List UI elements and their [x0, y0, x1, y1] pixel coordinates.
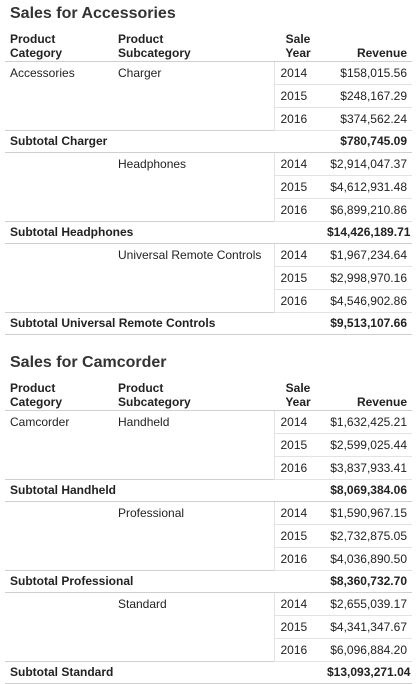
table-row: 2015 $2,599,025.44: [5, 433, 412, 457]
revenue-cell: $1,590,967.15: [322, 501, 412, 525]
subtotal-label: Subtotal Headphones: [5, 221, 322, 244]
revenue-cell: $2,914,047.37: [322, 152, 412, 176]
column-header-category: Product Category: [5, 375, 113, 411]
column-header-subcategory: Product Subcategory: [113, 375, 274, 411]
report-section-camcorder: Sales for Camcorder Product Category Prod…: [0, 351, 417, 684]
table-row: Camcorder Handheld 2014 $1,632,425.21: [5, 410, 412, 434]
subtotal-label: Subtotal Charger: [5, 130, 322, 153]
subcategory-cell: Charger: [118, 66, 162, 81]
subtotal-value: $14,426,189.71: [322, 221, 412, 244]
subtotal-row: Subtotal Standard $13,093,271.04: [5, 661, 412, 684]
column-header-category: Product Category: [5, 26, 113, 62]
table-row: Professional 2014 $1,590,967.15: [5, 501, 412, 525]
subtotal-row: Subtotal Professional $8,360,732.70: [5, 570, 412, 593]
subtotal-label: Subtotal Handheld: [5, 479, 322, 502]
year-cell: 2016: [273, 107, 322, 131]
revenue-cell: $158,015.56: [322, 61, 412, 85]
revenue-cell: $4,546,902.86: [322, 289, 412, 313]
category-cell: Accessories: [10, 66, 75, 81]
subtotal-row: Subtotal Charger $780,745.09: [5, 130, 412, 153]
revenue-cell: $6,096,884.20: [322, 638, 412, 662]
subtotal-label: Subtotal Universal Remote Controls: [5, 312, 322, 335]
table-row: 2016 $6,096,884.20: [5, 638, 412, 662]
subtotal-value: $8,069,384.06: [322, 479, 412, 502]
year-cell: 2015: [273, 266, 322, 290]
table-row: 2016 $4,546,902.86: [5, 289, 412, 313]
header-row: Product Category Product Subcategory Sale Y…: [5, 375, 412, 411]
table-row: 2015 $248,167.29: [5, 84, 412, 108]
subcategory-cell: Headphones: [118, 157, 187, 172]
subtotal-label: Subtotal Professional: [5, 570, 322, 593]
revenue-cell: $6,899,210.86: [322, 198, 412, 222]
column-header-revenue: Revenue: [322, 375, 412, 411]
column-header-year: Sale Year: [274, 26, 322, 62]
table-row: Headphones 2014 $2,914,047.37: [5, 152, 412, 176]
revenue-cell: $4,612,931.48: [322, 175, 412, 199]
section-title: Sales for Camcorder: [10, 354, 167, 371]
column-header-subcategory: Product Subcategory: [113, 26, 274, 62]
revenue-cell: $3,837,933.41: [322, 456, 412, 480]
year-cell: 2014: [273, 501, 322, 525]
year-cell: 2014: [273, 592, 322, 616]
table-row: 2016 $4,036,890.50: [5, 547, 412, 571]
year-cell: 2015: [273, 524, 322, 548]
table-row: 2015 $4,612,931.48: [5, 175, 412, 199]
revenue-cell: $248,167.29: [322, 84, 412, 108]
table-row: Accessories Charger 2014 $158,015.56: [5, 61, 412, 85]
table-row: 2016 $6,899,210.86: [5, 198, 412, 222]
year-cell: 2015: [273, 615, 322, 639]
year-cell: 2016: [273, 638, 322, 662]
subtotal-label: Subtotal Standard: [5, 661, 322, 684]
subcategory-cell: Standard: [118, 597, 167, 612]
revenue-cell: $2,655,039.17: [322, 592, 412, 616]
report-section-accessories: Sales for Accessories Product Category Pr…: [0, 2, 417, 335]
table-row: Universal Remote Controls 2014 $1,967,23…: [5, 243, 412, 267]
year-cell: 2015: [273, 84, 322, 108]
table-row: 2016 $374,562.24: [5, 107, 412, 131]
revenue-cell: $1,632,425.21: [322, 410, 412, 434]
table-row: Standard 2014 $2,655,039.17: [5, 592, 412, 616]
revenue-cell: $2,998,970.16: [322, 266, 412, 290]
year-cell: 2015: [273, 433, 322, 457]
column-header-year: Sale Year: [274, 375, 322, 411]
sales-table: Product Category Product Subcategory Sale Y…: [5, 26, 412, 335]
year-cell: 2016: [273, 198, 322, 222]
revenue-cell: $2,599,025.44: [322, 433, 412, 457]
subtotal-value: $9,513,107.66: [322, 312, 412, 335]
year-cell: 2014: [273, 61, 322, 85]
year-cell: 2014: [273, 152, 322, 176]
table-row: 2015 $4,341,347.67: [5, 615, 412, 639]
year-cell: 2015: [273, 175, 322, 199]
category-cell: Camcorder: [10, 415, 70, 430]
revenue-cell: $4,341,347.67: [322, 615, 412, 639]
header-row: Product Category Product Subcategory Sale Y…: [5, 26, 412, 62]
section-title: Sales for Accessories: [10, 5, 176, 22]
subtotal-row: Subtotal Handheld $8,069,384.06: [5, 479, 412, 502]
subcategory-cell: Universal Remote Controls: [118, 248, 262, 263]
column-header-revenue: Revenue: [322, 26, 412, 62]
table-row: 2015 $2,732,875.05: [5, 524, 412, 548]
subtotal-value: $780,745.09: [322, 130, 412, 153]
table-row: 2016 $3,837,933.41: [5, 456, 412, 480]
subtotal-value: $13,093,271.04: [322, 661, 412, 684]
year-cell: 2016: [273, 456, 322, 480]
year-cell: 2014: [273, 410, 322, 434]
subcategory-cell: Handheld: [118, 415, 170, 430]
table-row: 2015 $2,998,970.16: [5, 266, 412, 290]
subtotal-value: $8,360,732.70: [322, 570, 412, 593]
year-cell: 2016: [273, 289, 322, 313]
revenue-cell: $1,967,234.64: [322, 243, 412, 267]
subtotal-row: Subtotal Headphones $14,426,189.71: [5, 221, 412, 244]
sales-table: Product Category Product Subcategory Sale Y…: [5, 375, 412, 684]
revenue-cell: $4,036,890.50: [322, 547, 412, 571]
year-cell: 2016: [273, 547, 322, 571]
year-cell: 2014: [273, 243, 322, 267]
subcategory-cell: Professional: [118, 506, 185, 521]
subtotal-row: Subtotal Universal Remote Controls $9,51…: [5, 312, 412, 335]
revenue-cell: $374,562.24: [322, 107, 412, 131]
revenue-cell: $2,732,875.05: [322, 524, 412, 548]
